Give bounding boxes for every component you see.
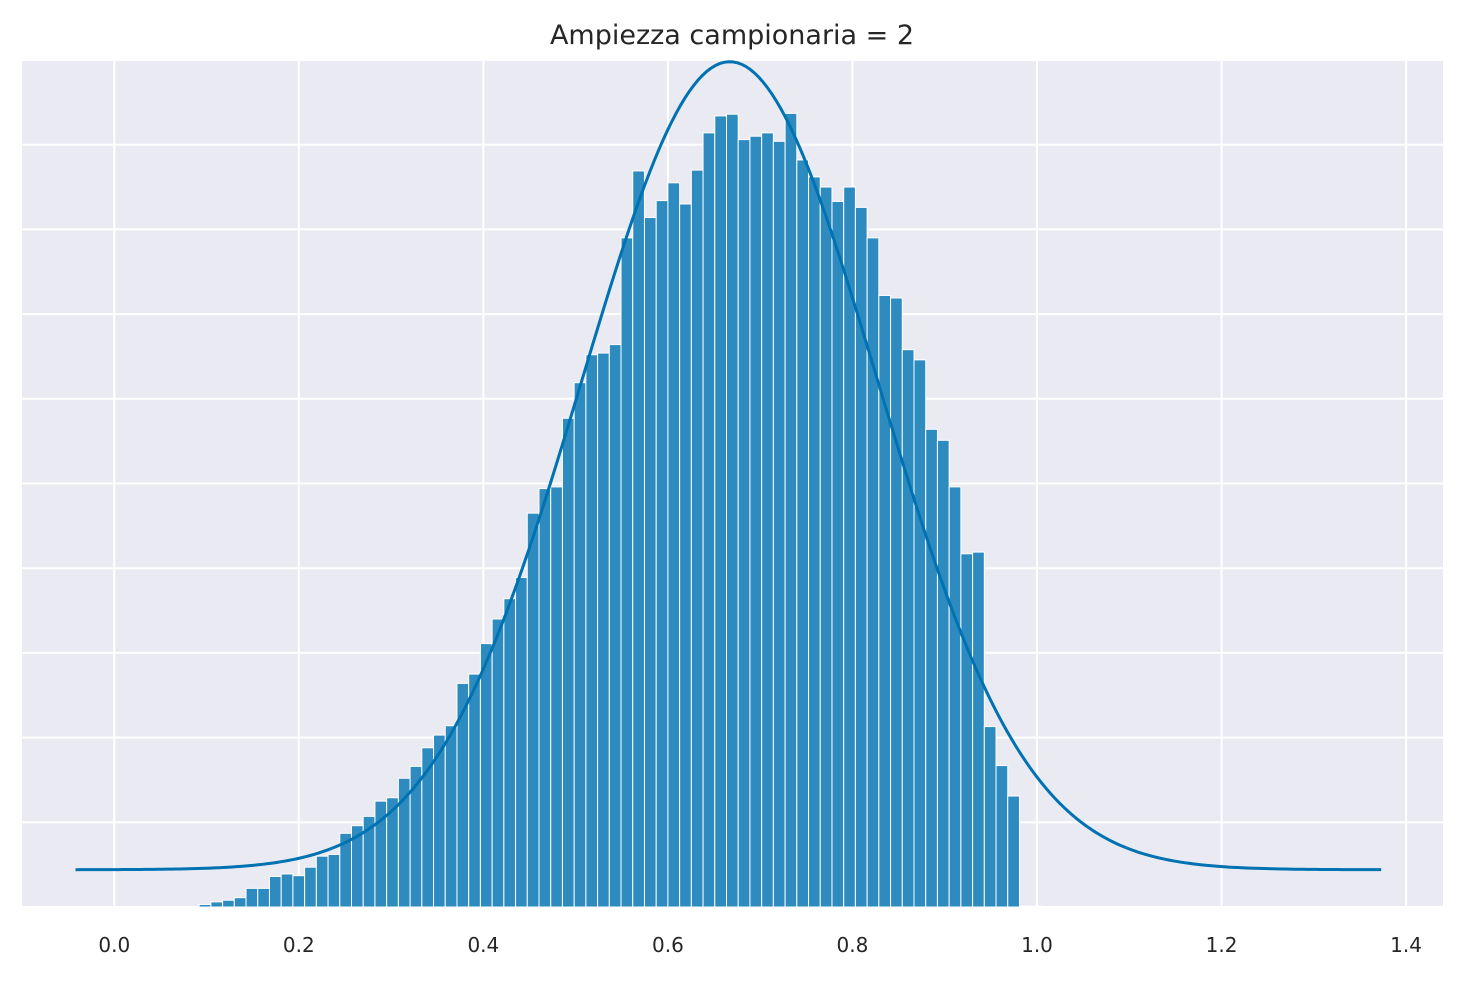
histogram-bar <box>901 349 915 908</box>
histogram-bar <box>819 186 833 908</box>
histogram-bar <box>327 853 341 908</box>
chart-title: Ampiezza campionaria = 2 <box>550 20 914 51</box>
histogram-bar <box>597 352 610 908</box>
histogram-bar <box>913 359 927 908</box>
x-tick-label: 0.6 <box>652 933 684 957</box>
histogram-bar <box>585 354 599 908</box>
histogram-bar <box>796 159 810 908</box>
histogram-bar <box>890 297 903 908</box>
histogram-bar <box>983 726 997 908</box>
histogram-bar <box>972 551 985 908</box>
histogram-bar <box>210 901 224 908</box>
histogram-bar <box>444 725 458 908</box>
histogram-bar <box>304 866 317 908</box>
histogram-bar <box>550 486 563 908</box>
x-tick-label: 0.0 <box>98 933 130 957</box>
histogram-bar <box>761 132 774 908</box>
histogram-bar <box>233 897 247 908</box>
histogram-bar <box>526 512 540 908</box>
histogram-bar <box>491 618 505 908</box>
x-tick-label: 0.4 <box>467 933 499 957</box>
histogram-bar <box>925 428 938 908</box>
x-tick-labels: 0.0 0.2 0.4 0.6 0.8 1.0 1.2 1.4 <box>98 933 1422 957</box>
histogram-bar <box>515 577 528 908</box>
histogram-bar <box>690 169 704 908</box>
histogram-bar <box>726 113 739 908</box>
histogram-bar <box>503 598 517 908</box>
histogram-bar <box>479 643 493 908</box>
histogram-bar <box>608 344 622 908</box>
histogram-bar <box>702 132 716 908</box>
histogram-bar <box>784 112 798 908</box>
histogram-bar <box>292 875 306 908</box>
histogram-bar <box>561 417 575 908</box>
histogram-bar <box>1030 905 1044 908</box>
histogram-bar <box>573 382 587 908</box>
histogram-bar <box>714 115 728 908</box>
histogram-bar <box>468 673 481 908</box>
histogram-bar <box>936 439 950 908</box>
histogram-bar <box>280 873 294 908</box>
histogram-bar <box>960 553 974 908</box>
histogram-bar <box>772 140 786 908</box>
histogram-bar <box>632 170 645 908</box>
x-tick-label: 1.4 <box>1390 933 1422 957</box>
histogram-bar <box>222 899 235 908</box>
x-tick-label: 1.0 <box>1021 933 1053 957</box>
x-tick-label: 0.2 <box>283 933 315 957</box>
histogram-bar <box>538 488 552 908</box>
x-tick-label: 1.2 <box>1206 933 1238 957</box>
histogram-bar <box>198 903 212 908</box>
histogram-bars <box>198 112 1044 908</box>
histogram-bar <box>268 876 282 908</box>
histogram-bar <box>245 887 259 908</box>
histogram-bar <box>831 200 845 908</box>
histogram-bar <box>749 135 763 908</box>
histogram-bar <box>667 182 681 908</box>
density-curve <box>75 60 1382 872</box>
histogram-bar <box>948 486 962 908</box>
histogram-bar <box>866 237 880 908</box>
x-tick-label: 0.8 <box>837 933 869 957</box>
histogram-bar <box>257 887 270 908</box>
histogram-bar <box>1007 795 1020 908</box>
histogram-bar <box>808 176 821 908</box>
histogram-bar <box>655 200 669 908</box>
histogram-bar <box>679 203 692 908</box>
histogram-bar <box>315 855 329 908</box>
histogram-bar <box>737 139 751 908</box>
histogram-bar <box>995 765 1009 908</box>
histogram-bar <box>1018 905 1032 908</box>
histogram-bar <box>620 237 634 908</box>
histogram-bar <box>843 186 856 908</box>
histogram-bar <box>643 217 657 908</box>
